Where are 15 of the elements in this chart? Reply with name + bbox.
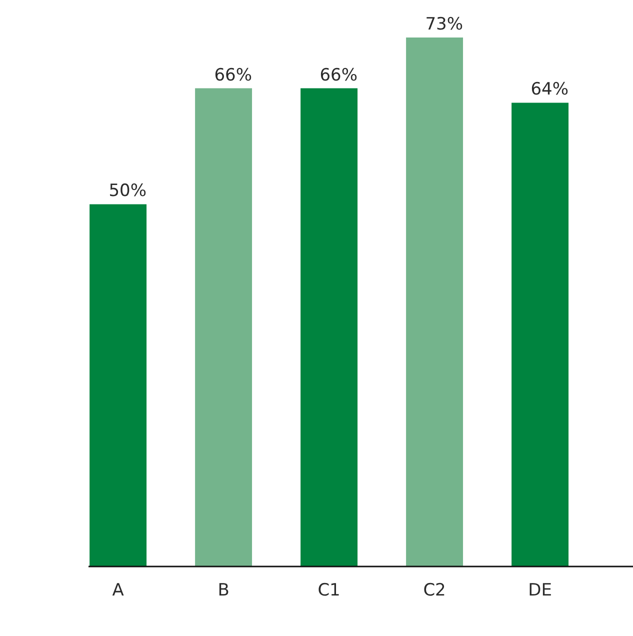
data-label: 64% [530,80,569,100]
data-label: 66% [320,65,358,86]
x-tick-label: B [218,580,230,600]
x-tick-label: C1 [318,580,340,600]
x-tick-label: C2 [423,580,446,600]
bar [90,204,147,566]
x-tick-label: DE [528,580,552,600]
bar [512,102,569,566]
data-label: 73% [425,14,464,35]
data-label: 50% [108,181,147,202]
bar [406,38,464,566]
bar [195,88,252,566]
data-label: 66% [214,65,252,86]
bar [300,88,358,566]
x-tick-label: A [112,580,124,600]
